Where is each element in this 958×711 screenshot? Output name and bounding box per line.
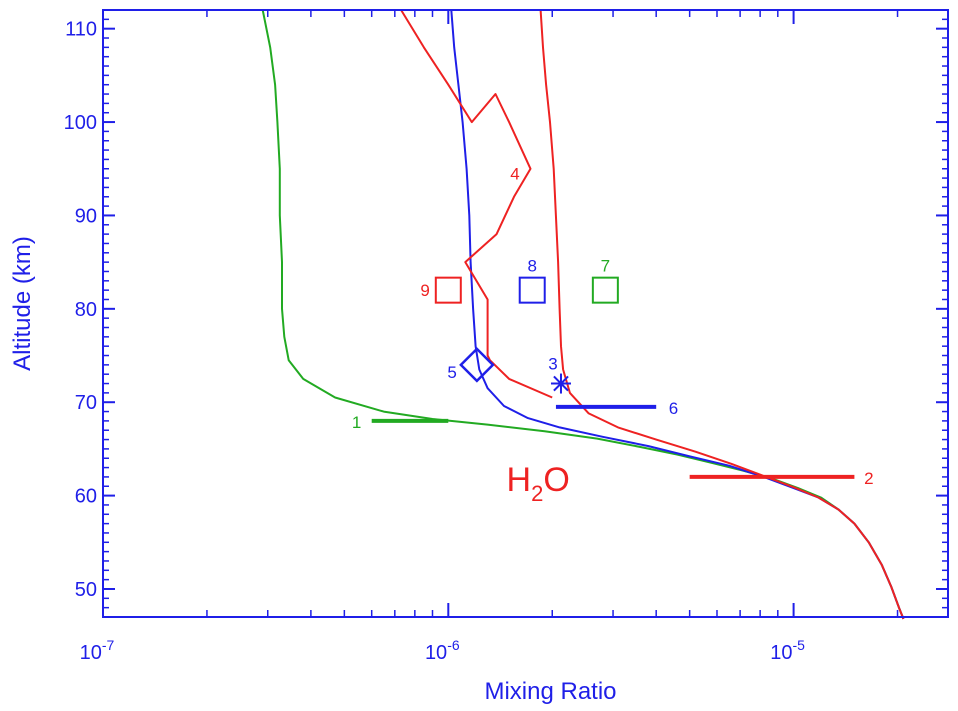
x-tick-label: 10-5 <box>770 637 805 664</box>
measurement-5-label: 5 <box>447 363 456 382</box>
y-axis-title: Altitude (km) <box>9 236 36 371</box>
y-tick-label: 80 <box>75 299 97 321</box>
species-annotation: H2O <box>507 461 570 506</box>
x-axis-title: Mixing Ratio <box>484 678 616 705</box>
measurement-3-asterisk-stroke <box>553 375 569 392</box>
profile-curve-1 <box>261 9 905 620</box>
measurement-1-label: 1 <box>352 413 361 432</box>
measurement-7-label: 7 <box>601 257 610 276</box>
marker-layer: 1 2 3 4 5 6 7 8 9 <box>352 164 874 488</box>
measurement-9-square <box>434 276 462 304</box>
measurement-9-label: 9 <box>420 281 429 300</box>
y-tick-label: 100 <box>64 112 97 134</box>
y-tick-label: 110 <box>65 19 97 41</box>
measurement-8-label: 8 <box>527 257 536 276</box>
measurement-7-square <box>591 276 619 304</box>
measurement-5-diamond <box>459 347 495 383</box>
measurement-4-label: 4 <box>510 164 519 183</box>
species-base: H <box>507 461 532 499</box>
profile-curve-2 <box>450 9 905 620</box>
x-tick-label: 10-7 <box>80 637 115 664</box>
tick-layer: 50 60 70 80 90 100 110 10-7 10-6 10-5 <box>64 9 948 664</box>
measurement-2-label: 2 <box>864 469 873 488</box>
y-tick-label: 60 <box>75 486 97 508</box>
y-tick-label: 90 <box>75 205 97 227</box>
profile-curve-3 <box>539 9 905 620</box>
species-subscript: 2 <box>531 481 543 506</box>
measurement-6-label: 6 <box>669 399 678 418</box>
series-layer <box>261 9 905 620</box>
profile-curve-4 <box>400 9 553 399</box>
y-tick-label: 70 <box>75 392 97 414</box>
plot-frame <box>102 9 949 618</box>
x-tick-label: 10-6 <box>425 637 460 664</box>
y-tick-label: 50 <box>75 579 97 601</box>
measurement-3-label: 3 <box>548 355 557 374</box>
measurement-8-square <box>518 276 546 304</box>
species-rest: O <box>543 461 569 499</box>
